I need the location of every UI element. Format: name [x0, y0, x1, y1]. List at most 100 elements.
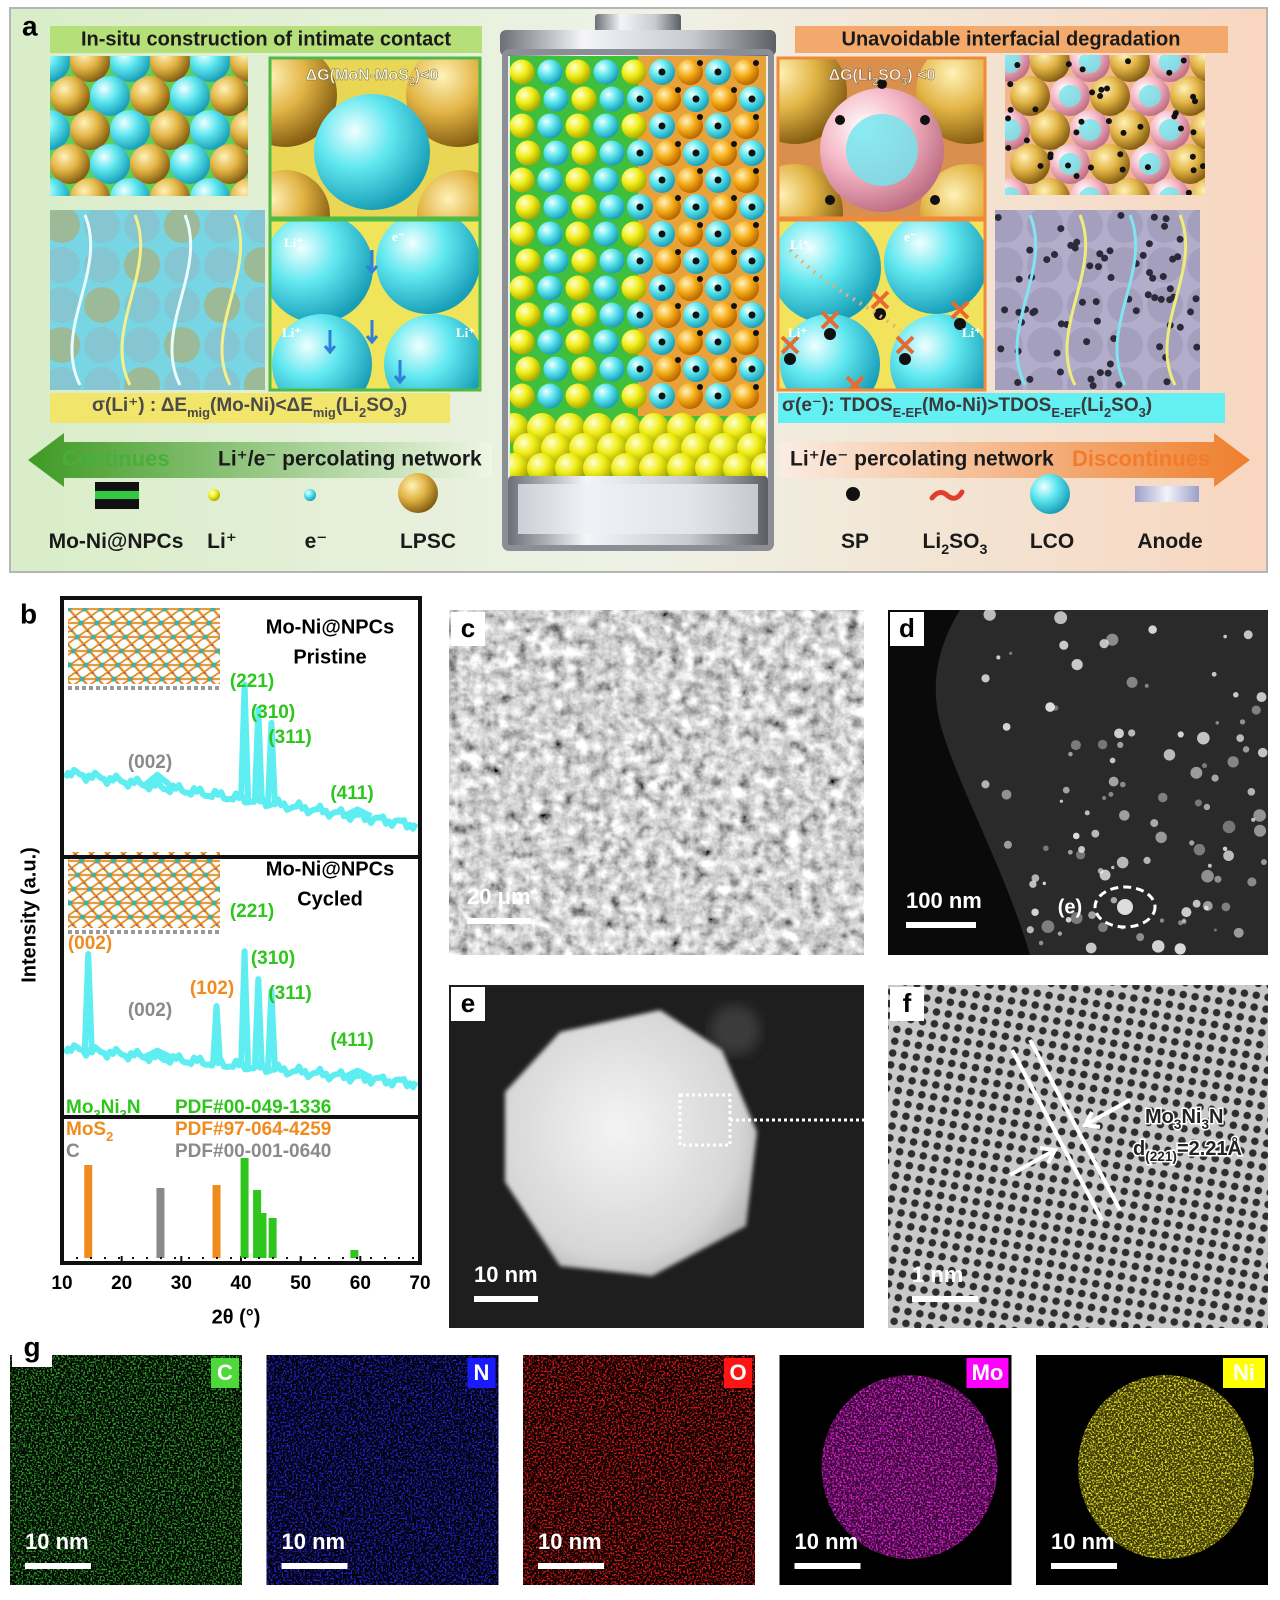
sphere — [50, 144, 90, 184]
sphere — [599, 194, 625, 220]
eds-particle — [821, 1375, 998, 1559]
sphere — [565, 59, 591, 85]
sphere — [50, 178, 70, 196]
nanoparticle — [1151, 940, 1165, 953]
legend-label: LPSC — [400, 530, 456, 553]
sphere — [170, 76, 210, 116]
network-status: Continues — [62, 446, 170, 471]
nanoparticle — [1059, 799, 1064, 803]
reference-phase: C — [66, 1141, 80, 1162]
inset-border — [268, 56, 482, 220]
sphere — [655, 356, 681, 382]
nanoparticle — [1084, 810, 1090, 816]
sphere — [1110, 55, 1150, 82]
nanoparticle — [1163, 749, 1176, 761]
x-tick-label: 30 — [171, 1273, 192, 1294]
sphere — [1159, 55, 1181, 73]
sp-dot — [636, 95, 644, 103]
sp-dot — [692, 257, 700, 265]
sphere — [1150, 178, 1190, 195]
legend-label-part: LPSC — [400, 530, 456, 553]
panel-label: e — [461, 988, 475, 1018]
sphere — [1027, 327, 1063, 363]
sp-dot — [1139, 251, 1147, 259]
panel-label-box — [890, 987, 924, 1021]
reference-phase-part: Mo — [66, 1097, 93, 1118]
sphere — [84, 210, 120, 243]
sphere — [537, 167, 563, 193]
sphere — [190, 56, 230, 82]
x-axis-label: 2θ (°) — [212, 1306, 261, 1328]
sphere — [621, 329, 647, 355]
li2so3-mark — [870, 290, 890, 310]
sphere — [244, 210, 265, 243]
sp-dot — [753, 168, 759, 174]
sphere — [537, 221, 563, 247]
sphere — [164, 247, 200, 283]
fringe-arrow — [1081, 1098, 1131, 1129]
sigma-label-part: mig — [187, 405, 210, 420]
sp-dot — [697, 384, 703, 390]
eds-layer — [821, 1375, 998, 1559]
sigma-label-part: (Li — [336, 395, 359, 416]
nanoparticle — [1251, 817, 1256, 822]
eds-particle — [1078, 1375, 1254, 1559]
sp-dot — [825, 195, 835, 205]
sp-dot — [748, 311, 756, 319]
sp-dot — [1106, 247, 1114, 255]
nanoparticle — [1009, 651, 1013, 655]
peak-label: (221) — [230, 901, 274, 922]
nanoparticle — [1119, 810, 1130, 821]
nanoparticle — [1116, 856, 1129, 869]
spacing-label-part: (221) — [1145, 1149, 1177, 1164]
image-panel — [995, 210, 1200, 390]
reference-phase-part: N — [127, 1097, 141, 1118]
sp-dot — [1107, 274, 1115, 282]
sp-dot — [1177, 125, 1184, 132]
sphere — [50, 210, 80, 243]
electron-arrow — [365, 250, 379, 275]
sphere — [621, 59, 647, 85]
eds-map — [266, 1355, 499, 1585]
battery-base-inner — [518, 484, 758, 534]
eds-map — [10, 1355, 242, 1585]
sphere — [565, 221, 591, 247]
reference-line — [84, 1165, 93, 1258]
legend-icon — [208, 489, 220, 501]
legend-label-part: 3 — [980, 542, 988, 558]
sphere — [164, 327, 200, 363]
scale-label: 1 nm — [912, 1262, 963, 1287]
peak-label: (002) — [68, 933, 112, 954]
sphere — [510, 221, 535, 247]
nanoparticle — [1254, 824, 1267, 837]
nanoparticle — [1158, 792, 1168, 803]
sp-dot — [658, 284, 666, 292]
sphere — [1110, 110, 1150, 150]
legend-label-part: Li⁺ — [207, 530, 237, 553]
sphere — [765, 442, 766, 454]
sphere — [599, 140, 625, 166]
inset-border — [776, 218, 987, 392]
sphere — [110, 178, 150, 196]
sphere — [50, 287, 80, 323]
ion-path — [1115, 214, 1138, 386]
electron-arrow — [365, 320, 379, 345]
nanoparticle — [1068, 751, 1073, 757]
sp-dot — [636, 203, 644, 211]
sphere — [733, 59, 759, 85]
sphere — [543, 140, 569, 166]
sp-dot — [658, 68, 666, 76]
scale-label: 20 μm — [467, 884, 531, 909]
sp-dot — [658, 176, 666, 184]
sphere — [50, 110, 70, 150]
nanoparticle — [1075, 850, 1086, 860]
sphere — [50, 247, 80, 283]
scale-label: 10 nm — [25, 1529, 89, 1554]
peak — [264, 719, 278, 804]
peak — [238, 681, 252, 800]
sp-dot — [1073, 238, 1081, 246]
sphere — [1170, 76, 1205, 116]
nanoparticle — [1233, 927, 1244, 938]
sphere — [711, 140, 737, 166]
sphere — [733, 275, 759, 301]
